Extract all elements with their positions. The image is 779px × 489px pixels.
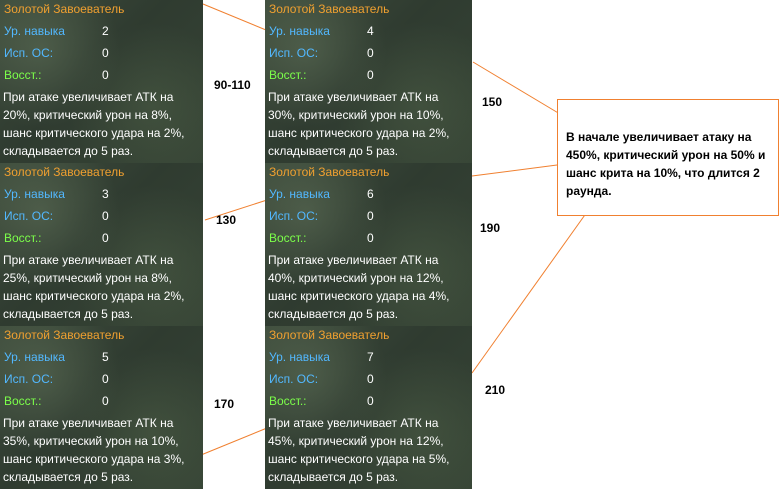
skill-description: При атаке увеличивает АТК на 35%, критич… [3, 416, 185, 484]
restore-label: Восст.: [4, 68, 42, 82]
cost-label: 150 [482, 95, 503, 109]
cost-label: 170 [214, 397, 235, 411]
skill-level-label: Ур. навыка [269, 350, 330, 364]
use-os-label: Исп. ОС: [269, 209, 319, 223]
restore-label: Восст.: [4, 394, 42, 408]
use-os-value: 0 [367, 209, 374, 223]
cost-label: 210 [485, 383, 506, 397]
skill-level-value: 6 [367, 187, 374, 201]
cost-label: 190 [480, 221, 501, 235]
connector-line [472, 61, 571, 121]
skill-level-label: Ур. навыка [4, 350, 65, 364]
connector-line [471, 190, 603, 374]
skill-description: При атаке увеличивает АТК на 30%, критич… [268, 90, 450, 158]
use-os-value: 0 [367, 372, 374, 386]
restore-label: Восст.: [269, 394, 307, 408]
use-os-label: Исп. ОС: [269, 372, 319, 386]
skill-title: Золотой Завоеватель [4, 328, 125, 342]
skill-panel-level-4: Золотой Завоеватель Ур. навыка 4 Исп. ОС… [265, 0, 472, 163]
use-os-value: 0 [102, 372, 109, 386]
restore-value: 0 [367, 394, 374, 408]
connector-line [471, 164, 558, 177]
connector-line [200, 427, 268, 456]
restore-label: Восст.: [269, 231, 307, 245]
use-os-value: 0 [367, 46, 374, 60]
skill-panel-level-3: Золотой Завоеватель Ур. навыка 3 Исп. ОС… [0, 163, 203, 326]
skill-level-value: 5 [102, 350, 109, 364]
use-os-value: 0 [102, 209, 109, 223]
skill-description: При атаке увеличивает АТК на 20%, критич… [3, 90, 185, 158]
callout-box: В начале увеличивает атаку на 450%, крит… [557, 99, 779, 216]
cost-label: 130 [216, 213, 237, 227]
skill-title: Золотой Завоеватель [4, 2, 125, 16]
skill-description: При атаке увеличивает АТК на 45%, критич… [268, 416, 450, 484]
skill-title: Золотой Завоеватель [269, 2, 390, 16]
skill-level-label: Ур. навыка [269, 187, 330, 201]
restore-value: 0 [102, 68, 109, 82]
skill-level-value: 2 [102, 24, 109, 38]
skill-level-value: 4 [367, 24, 374, 38]
skill-panel-level-5: Золотой Завоеватель Ур. навыка 5 Исп. ОС… [0, 326, 203, 489]
restore-value: 0 [367, 231, 374, 245]
skill-panel-level-6: Золотой Завоеватель Ур. навыка 6 Исп. ОС… [265, 163, 472, 326]
skill-title: Золотой Завоеватель [4, 165, 125, 179]
use-os-label: Исп. ОС: [4, 209, 54, 223]
skill-title: Золотой Завоеватель [269, 165, 390, 179]
skill-panel-level-7: Золотой Завоеватель Ур. навыка 7 Исп. ОС… [265, 326, 472, 489]
skill-level-label: Ур. навыка [4, 24, 65, 38]
cost-label: 90-110 [214, 78, 251, 92]
restore-label: Восст.: [269, 68, 307, 82]
skill-panel-level-2: Золотой Завоеватель Ур. навыка 2 Исп. ОС… [0, 0, 203, 163]
restore-value: 0 [367, 68, 374, 82]
skill-description: При атаке увеличивает АТК на 40%, критич… [268, 253, 450, 321]
use-os-value: 0 [102, 46, 109, 60]
use-os-label: Исп. ОС: [4, 372, 54, 386]
skill-level-label: Ур. навыка [4, 187, 65, 201]
restore-value: 0 [102, 231, 109, 245]
restore-label: Восст.: [4, 231, 42, 245]
skill-level-value: 3 [102, 187, 109, 201]
skill-title: Золотой Завоеватель [269, 328, 390, 342]
skill-level-value: 7 [367, 350, 374, 364]
use-os-label: Исп. ОС: [269, 46, 319, 60]
skill-level-label: Ур. навыка [269, 24, 330, 38]
restore-value: 0 [102, 394, 109, 408]
skill-description: При атаке увеличивает АТК на 25%, критич… [3, 253, 185, 321]
use-os-label: Исп. ОС: [4, 46, 54, 60]
